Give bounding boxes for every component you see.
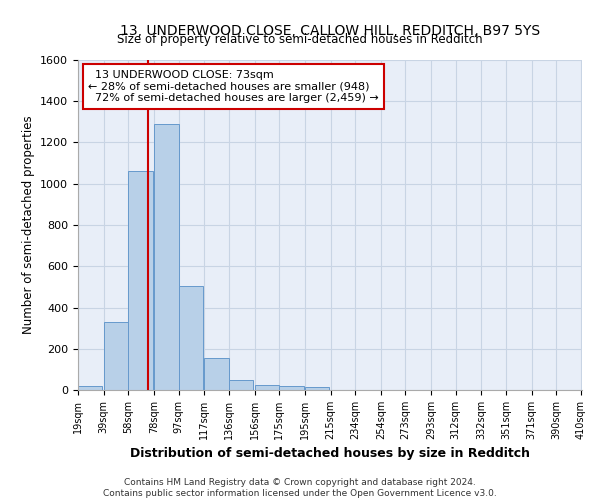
Bar [78, 386, 103, 390]
Title: 13, UNDERWOOD CLOSE, CALLOW HILL, REDDITCH, B97 5YS: 13, UNDERWOOD CLOSE, CALLOW HILL, REDDIT… [120, 24, 540, 38]
Bar [305, 388, 329, 390]
Bar [154, 124, 179, 390]
Bar [229, 380, 253, 390]
Bar [104, 322, 128, 390]
Bar [205, 358, 229, 390]
Y-axis label: Number of semi-detached properties: Number of semi-detached properties [22, 116, 35, 334]
X-axis label: Distribution of semi-detached houses by size in Redditch: Distribution of semi-detached houses by … [130, 448, 530, 460]
Text: Size of property relative to semi-detached houses in Redditch: Size of property relative to semi-detach… [117, 32, 483, 46]
Text: Contains HM Land Registry data © Crown copyright and database right 2024.
Contai: Contains HM Land Registry data © Crown c… [103, 478, 497, 498]
Bar [279, 386, 304, 390]
Bar [128, 172, 153, 390]
Bar [179, 286, 203, 390]
Bar [254, 385, 279, 390]
Text: 13 UNDERWOOD CLOSE: 73sqm
← 28% of semi-detached houses are smaller (948)
  72% : 13 UNDERWOOD CLOSE: 73sqm ← 28% of semi-… [88, 70, 379, 103]
